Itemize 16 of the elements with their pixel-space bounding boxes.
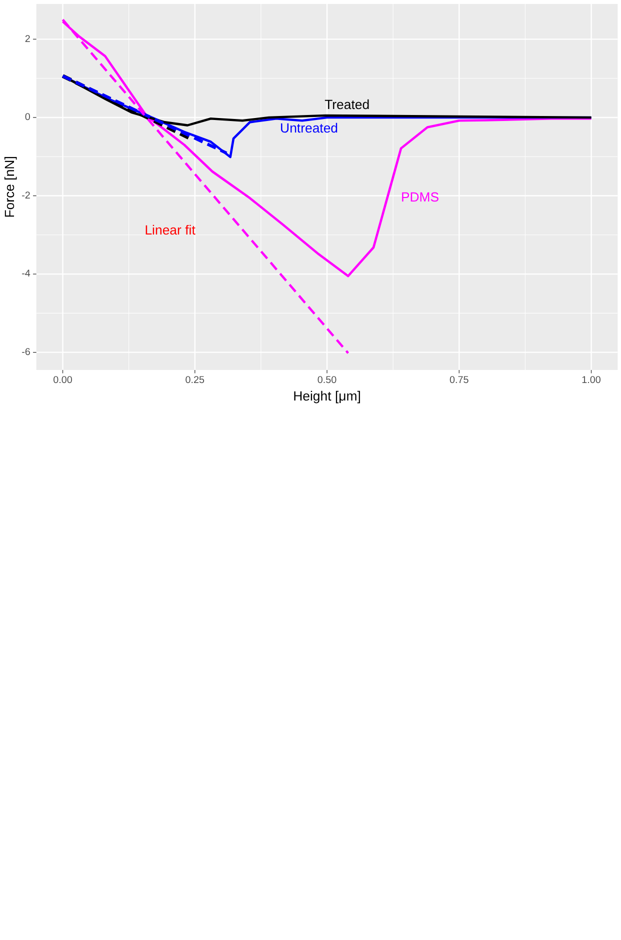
y-tick-label: -2 <box>22 190 30 202</box>
y-tick-label: 2 <box>24 34 30 45</box>
x-tick-label: 1.00 <box>582 375 602 386</box>
x-tick-label: 0.00 <box>53 375 73 386</box>
series-label: PDMS <box>400 190 440 205</box>
annotation: Linear fit <box>144 222 196 238</box>
y-axis-title: Force [nN] <box>2 156 18 218</box>
y-tick-label: -4 <box>22 268 31 280</box>
x-tick-label: 0.50 <box>317 375 338 386</box>
x-tick-label: 0.75 <box>450 375 470 386</box>
series-label: Treated <box>324 97 370 112</box>
x-axis-title: Height [μm] <box>293 388 361 404</box>
y-tick-label: 0 <box>24 112 31 124</box>
series-label: Untreated <box>280 120 338 136</box>
x-tick-label: 0.25 <box>185 375 206 386</box>
y-tick-label: -6 <box>22 346 31 358</box>
